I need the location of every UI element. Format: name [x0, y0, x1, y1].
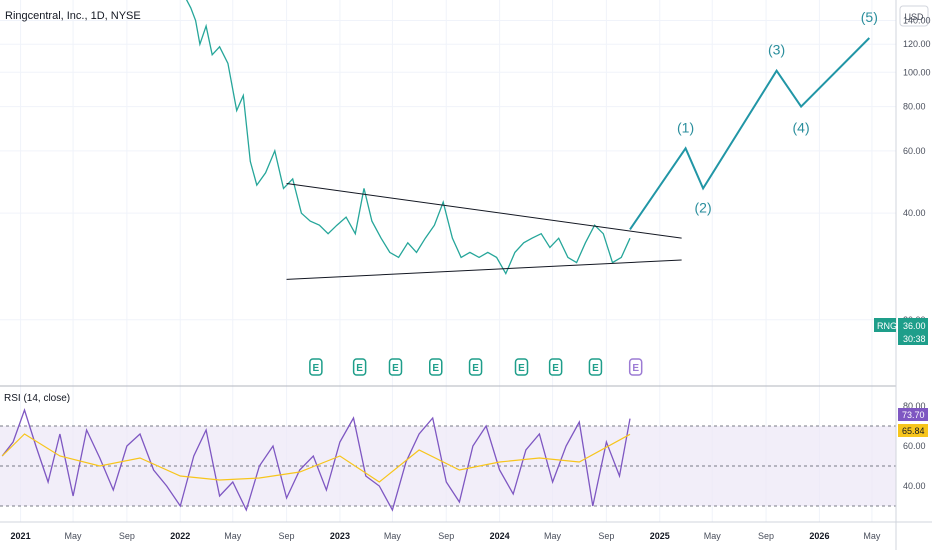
resistance-trendline[interactable]	[286, 183, 682, 239]
earnings-marker[interactable]: E	[588, 358, 603, 376]
price-plot[interactable]: (1) (2) (3) (4) (5) E E E E E E E E E	[184, 0, 878, 376]
price-tick-label: 40.00	[903, 208, 926, 218]
time-tick-label: 2021	[11, 531, 31, 541]
rsi-ma-tag: 65.84	[898, 424, 928, 437]
rsi-plot[interactable]	[0, 407, 896, 512]
time-tick-label: May	[224, 531, 242, 541]
svg-text:E: E	[356, 363, 363, 374]
time-tick-label: 2022	[170, 531, 190, 541]
rsi-tick-label: 80.00	[903, 401, 926, 411]
time-axis[interactable]: 2021 May Sep 2022 May Sep 2023 May Sep 2024 May Sep…	[11, 531, 881, 541]
earnings-marker[interactable]: E	[628, 358, 643, 376]
wave-label: (1)	[677, 119, 694, 135]
earnings-marker[interactable]: E	[514, 358, 529, 376]
rsi-tick-label: 40.00	[903, 481, 926, 491]
svg-text:E: E	[552, 363, 559, 374]
time-tick-label: Sep	[598, 531, 614, 541]
wave-label: (2)	[695, 199, 712, 215]
svg-text:E: E	[472, 363, 479, 374]
price-tick-label: 100.00	[903, 67, 931, 77]
time-tick-label: Sep	[119, 531, 135, 541]
rsi-value-tag: 73.70	[898, 408, 928, 421]
earnings-marker[interactable]: E	[388, 358, 403, 376]
elliott-wave-path[interactable]	[629, 37, 871, 230]
earnings-marker[interactable]: E	[468, 358, 483, 376]
time-tick-label: Sep	[279, 531, 295, 541]
svg-text:73.70: 73.70	[902, 410, 925, 420]
time-tick-label: 2026	[809, 531, 829, 541]
earnings-marker[interactable]: E	[429, 358, 443, 376]
rsi-title: RSI (14, close)	[4, 393, 70, 404]
rsi-tick-label: 60.00	[903, 441, 926, 451]
svg-text:E: E	[592, 363, 599, 374]
earnings-marker[interactable]: E	[352, 358, 367, 376]
price-tag-countdown: 30:38	[903, 334, 926, 344]
rsi-axis[interactable]: 80.00 60.00 40.00	[903, 401, 926, 491]
time-tick-label: Sep	[438, 531, 454, 541]
time-tick-label: May	[544, 531, 562, 541]
earnings-marker[interactable]: E	[309, 358, 323, 376]
currency-label[interactable]: USD	[899, 5, 929, 27]
time-tick-label: May	[863, 531, 881, 541]
svg-text:USD: USD	[904, 12, 924, 22]
svg-text:E: E	[392, 363, 399, 374]
time-tick-label: 2023	[330, 531, 350, 541]
price-line[interactable]	[184, 0, 631, 276]
rsi-line[interactable]	[1, 407, 631, 512]
time-tick-label: Sep	[758, 531, 774, 541]
svg-text:65.84: 65.84	[902, 426, 925, 436]
earnings-marker[interactable]: E	[548, 358, 563, 376]
time-tick-label: 2024	[490, 531, 510, 541]
time-tick-label: May	[704, 531, 722, 541]
time-tick-label: May	[65, 531, 83, 541]
svg-text:E: E	[313, 363, 320, 374]
price-tick-label: 80.00	[903, 102, 926, 112]
symbol-title: Ringcentral, Inc., 1D, NYSE	[5, 10, 141, 22]
price-tick-label: 140.00	[903, 16, 931, 26]
wave-label: (5)	[861, 9, 878, 25]
time-tick-label: May	[384, 531, 402, 541]
wave-label: (3)	[768, 42, 785, 58]
wave-label: (4)	[793, 120, 810, 136]
price-tag-symbol: RNG	[877, 321, 897, 331]
time-tick-label: 2025	[650, 531, 670, 541]
price-tag: RNG 36.00 30:38	[874, 318, 928, 345]
svg-text:RSI (14, close): RSI (14, close)	[4, 393, 70, 404]
support-trendline[interactable]	[286, 259, 682, 280]
svg-text:E: E	[632, 363, 639, 374]
svg-text:E: E	[518, 363, 525, 374]
svg-text:E: E	[432, 363, 439, 374]
price-tag-price: 36.00	[903, 321, 926, 331]
price-tick-label: 60.00	[903, 146, 926, 156]
price-tick-label: 120.00	[903, 39, 931, 49]
rsi-ma-line[interactable]	[1, 433, 631, 483]
